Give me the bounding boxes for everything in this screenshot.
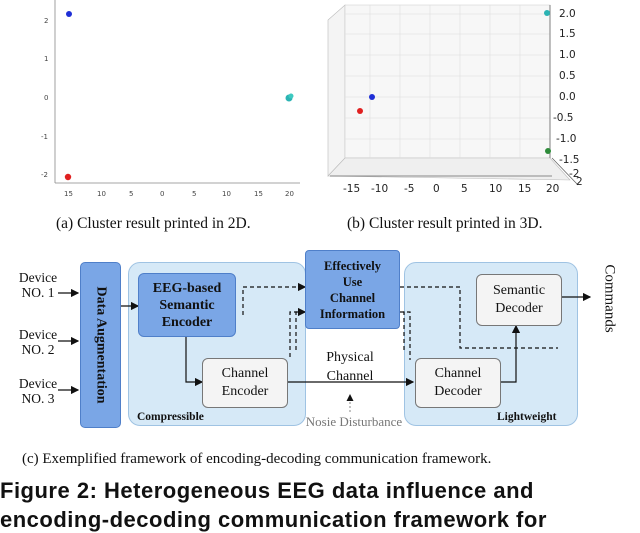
ztick-b-2: 1.0 [559,49,576,61]
semantic-decoder-box: Semantic Decoder [476,274,562,326]
depthtick-b-0: -2 [569,168,580,180]
ztick-b-3: 0.5 [559,70,576,82]
xtick-a-0: 15 [64,190,73,198]
xtick-b-7: 20 [546,183,560,195]
ztick-b-4: 0.0 [559,91,576,103]
device-2-label: Device NO. 2 [18,327,58,357]
ztick-b-0: 2.0 [559,8,576,20]
xtick-b-0: -15 [343,183,361,195]
caption-c: (c) Exemplified framework of encoding-de… [22,451,492,467]
panel-a-2d-scatter: 2 1 0 -1 -2 15 10 5 0 5 10 15 20 (a) Clu… [0,0,320,240]
channel-decoder-box: Channel Decoder [415,358,501,408]
figure-title: Figure 2: Heterogeneous EEG data influen… [0,478,534,503]
panel-c-framework: Device NO. 1 Device NO. 2 Device NO. 3 D… [0,240,640,470]
xtick-a-5: 10 [222,190,231,198]
pane-left [327,4,346,177]
xtick-a-4: 5 [192,190,197,198]
point-blue [369,94,375,100]
xtick-a-1: 10 [97,190,106,198]
point-teal-2 [288,93,294,99]
arrow-encoder-to-channel-encoder [185,337,204,387]
pane-back [344,4,551,159]
ztick-b-7: -1.5 [559,154,580,166]
xtick-b-6: 15 [518,183,532,195]
ytick-a-1: 1 [44,55,49,63]
device-3-label: Device NO. 3 [18,376,58,406]
panel-b-3d-scatter: 2.0 1.5 1.0 0.5 0.0 -0.5 -1.0 -1.5 -2 2 … [320,0,640,240]
xtick-a-2: 5 [129,190,134,198]
semantic-encoder-box: EEG-based Semantic Encoder [138,273,236,337]
point-red [64,173,72,181]
physical-channel-label: Physical Channel [326,350,374,384]
xtick-b-4: 5 [461,183,468,195]
point-red [357,108,363,114]
xtick-a-7: 20 [285,190,294,198]
ytick-a-2: 0 [44,94,49,102]
xtick-b-5: 10 [489,183,503,195]
channel-encoder-box: Channel Encoder [202,358,288,408]
lightweight-label: Lightweight [497,411,557,423]
depthtick-b-1: 2 [576,176,583,188]
point-teal [544,10,550,16]
commands-label: Commands [601,264,618,333]
ztick-b-6: -1.0 [556,133,577,145]
point-green [545,148,551,154]
arrow-decoder-to-semantic [500,324,521,383]
ytick-a-0: 2 [44,17,49,25]
caption-b: (b) Cluster result printed in 3D. [347,215,543,232]
ztick-b-5: -0.5 [553,112,574,124]
xtick-b-3: 0 [433,183,440,195]
device-1-label: Device NO. 1 [18,270,58,300]
axis-b-depth [551,157,579,186]
ytick-a-3: -1 [41,133,48,141]
caption-a: (a) Cluster result printed in 2D. [56,215,251,232]
xtick-a-3: 0 [160,190,165,198]
point-blue [66,11,72,17]
data-augmentation-box: Data Augmentation [80,262,121,428]
channel-information-box: Effectively Use Channel Information [305,250,400,329]
xtick-b-1: -10 [371,183,389,195]
xtick-b-2: -5 [404,183,415,195]
ytick-a-4: -2 [41,171,48,179]
xtick-a-6: 15 [254,190,263,198]
noise-disturbance-label: Nosie Disturbance [305,414,403,429]
pane-floor [327,157,571,181]
figure-title-cont: encoding-decoding communication framewor… [0,507,547,532]
ztick-b-1: 1.5 [559,28,576,40]
compressible-label: Compressible [137,411,204,423]
